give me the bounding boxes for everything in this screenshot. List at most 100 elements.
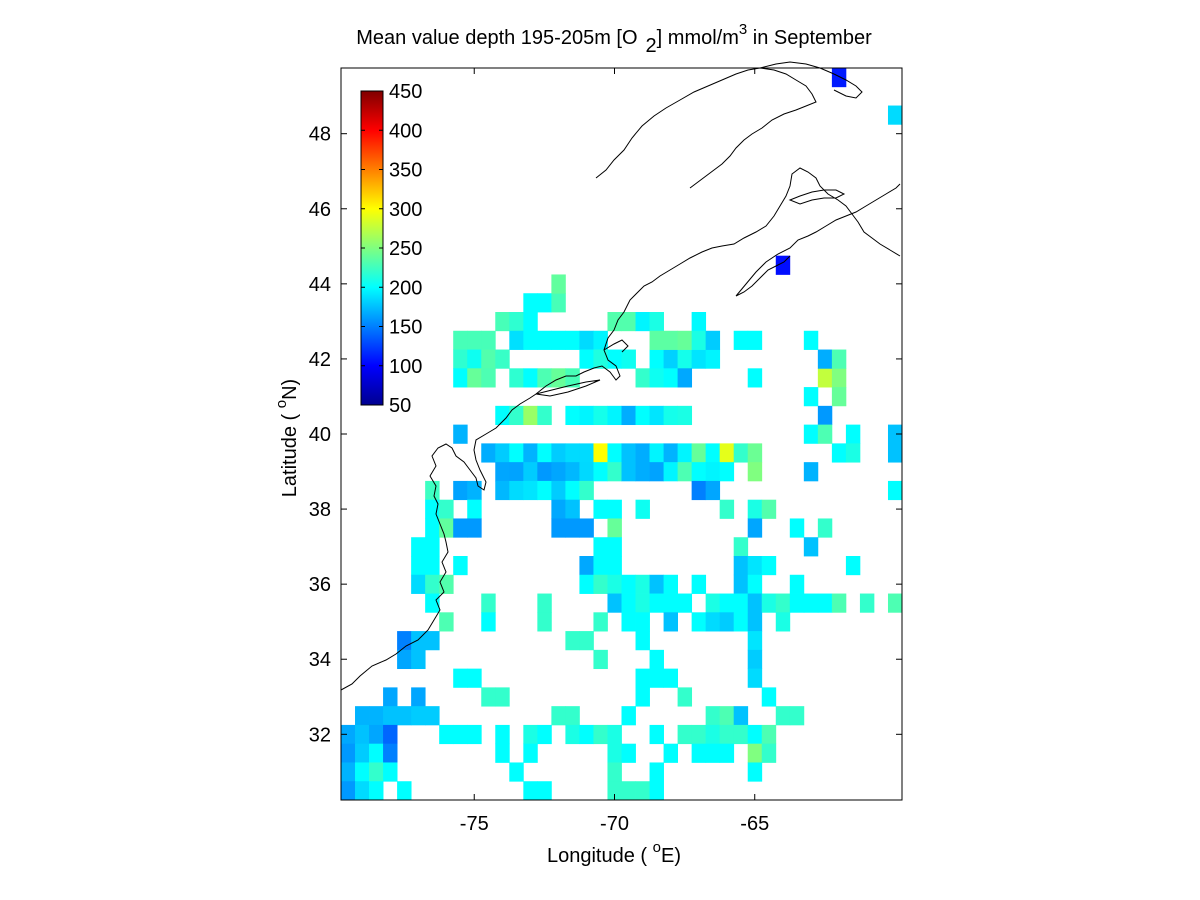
colorbar: 50 100 150 200 250 300 350 400 450 — [360, 81, 422, 417]
heatmap-cell — [719, 499, 735, 519]
heatmap-cell — [495, 462, 510, 482]
heatmap-cell — [691, 574, 707, 594]
heatmap-cell — [411, 687, 426, 707]
heatmap-cell — [635, 687, 650, 707]
heatmap-cell — [705, 612, 721, 632]
heatmap-cell — [761, 687, 777, 707]
heatmap-cell — [579, 574, 594, 594]
heatmap-cell — [635, 443, 650, 463]
heatmap-cell — [565, 499, 580, 519]
heatmap-cell — [453, 724, 468, 745]
heatmap-cell — [439, 724, 454, 745]
heatmap-cell — [705, 330, 721, 350]
heatmap-cell — [495, 724, 510, 745]
xlabel-sup: o — [653, 839, 661, 856]
heatmap-cell — [677, 405, 693, 426]
heatmap-cell — [887, 480, 903, 501]
heatmap-cell — [551, 499, 566, 519]
heatmap-cell — [425, 480, 440, 501]
heatmap-cell — [565, 443, 580, 463]
colorbar-tick-label: 450 — [389, 81, 422, 103]
heatmap-cell — [635, 668, 650, 688]
heatmap-cell — [425, 556, 440, 576]
heatmap-cell — [495, 443, 510, 463]
y-tick-label: 42 — [309, 349, 331, 371]
heatmap-cell — [607, 443, 622, 463]
heatmap-cell — [495, 349, 510, 369]
heatmap-cell — [635, 405, 650, 426]
heatmap-cell — [467, 499, 482, 519]
heatmap-cell — [691, 612, 707, 632]
heatmap-cell — [607, 556, 622, 576]
heatmap-cell — [845, 443, 861, 463]
heatmap-cell — [817, 593, 833, 613]
heatmap-cell — [649, 405, 664, 426]
heatmap-cell — [481, 349, 496, 369]
heatmap-cell — [495, 743, 510, 763]
heatmap-cell — [831, 593, 847, 613]
heatmap-cell — [663, 405, 678, 426]
heatmap-cell — [453, 668, 468, 688]
heatmap-cell — [369, 724, 384, 745]
heatmap-cell — [803, 330, 819, 350]
heatmap-cell — [369, 743, 384, 763]
heatmap-cell — [635, 593, 650, 613]
heatmap-cell — [747, 762, 763, 782]
heatmap-cell — [831, 443, 847, 463]
heatmap-cell — [593, 649, 608, 670]
heatmap-cell — [565, 480, 580, 501]
heatmap-cell — [495, 480, 510, 501]
heatmap-cell — [747, 724, 763, 745]
heatmap-cell — [845, 556, 861, 576]
y-tick-label: 46 — [309, 199, 331, 221]
heatmap-cell — [593, 405, 608, 426]
heatmap-cell — [621, 593, 636, 613]
heatmap-cell — [887, 593, 903, 613]
heatmap-cell — [621, 706, 636, 726]
heatmap-cell — [747, 368, 763, 388]
heatmap-cell — [649, 649, 664, 670]
heatmap-cell — [635, 312, 650, 332]
heatmap-cell — [537, 405, 552, 426]
heatmap-cell — [817, 368, 833, 388]
heatmap-cell — [467, 368, 482, 388]
heatmap-cell — [453, 368, 468, 388]
heatmap-cell — [663, 574, 678, 594]
heatmap-cell — [607, 499, 622, 519]
heatmap-cell — [775, 255, 791, 275]
heatmap-cell — [425, 631, 440, 651]
heatmap-cell — [509, 762, 524, 782]
x-tick-label: -75 — [460, 813, 489, 835]
heatmap-cell — [887, 105, 903, 125]
heatmap-cell — [691, 743, 707, 763]
heatmap-cell — [523, 330, 538, 350]
heatmap-cell — [817, 405, 833, 426]
heatmap-cell — [509, 443, 524, 463]
heatmap-cell — [481, 330, 496, 350]
heatmap-cell — [733, 556, 749, 576]
heatmap-cell — [509, 405, 524, 426]
y-tick-label: 44 — [309, 274, 331, 296]
heatmap-cell — [481, 687, 496, 707]
colorbar-tick-label: 350 — [389, 160, 422, 182]
chart-title: Mean value depth 195-205m [O 2] mmol/m3 i… — [356, 21, 872, 57]
y-axis-ticks: 32 34 36 38 40 42 44 46 48 — [309, 124, 902, 746]
title-main: Mean value depth 195-205m [O — [356, 27, 637, 49]
heatmap-cell — [649, 349, 664, 369]
heatmap-cell — [355, 743, 370, 763]
heatmap-cell — [523, 312, 538, 332]
heatmap-cell — [789, 706, 805, 726]
heatmap-cell — [677, 462, 693, 482]
heatmap-cell — [495, 405, 510, 426]
heatmap-cell — [579, 349, 594, 369]
heatmap-cell — [411, 537, 426, 557]
title-post: in September — [747, 27, 872, 49]
heatmap-cell — [383, 706, 398, 726]
heatmap-cell — [411, 556, 426, 576]
heatmap-cell — [593, 556, 608, 576]
heatmap-cell — [775, 593, 791, 613]
ylabel-pre: Latitude ( — [279, 408, 301, 497]
heatmap-cell — [425, 537, 440, 557]
heatmap-cell — [481, 593, 496, 613]
heatmap-cell — [705, 743, 721, 763]
